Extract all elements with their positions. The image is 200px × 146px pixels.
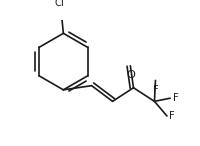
Text: F: F — [153, 85, 158, 95]
Text: F: F — [173, 93, 178, 103]
Text: Cl: Cl — [55, 0, 65, 8]
Text: F: F — [169, 111, 175, 121]
Text: O: O — [126, 70, 135, 80]
